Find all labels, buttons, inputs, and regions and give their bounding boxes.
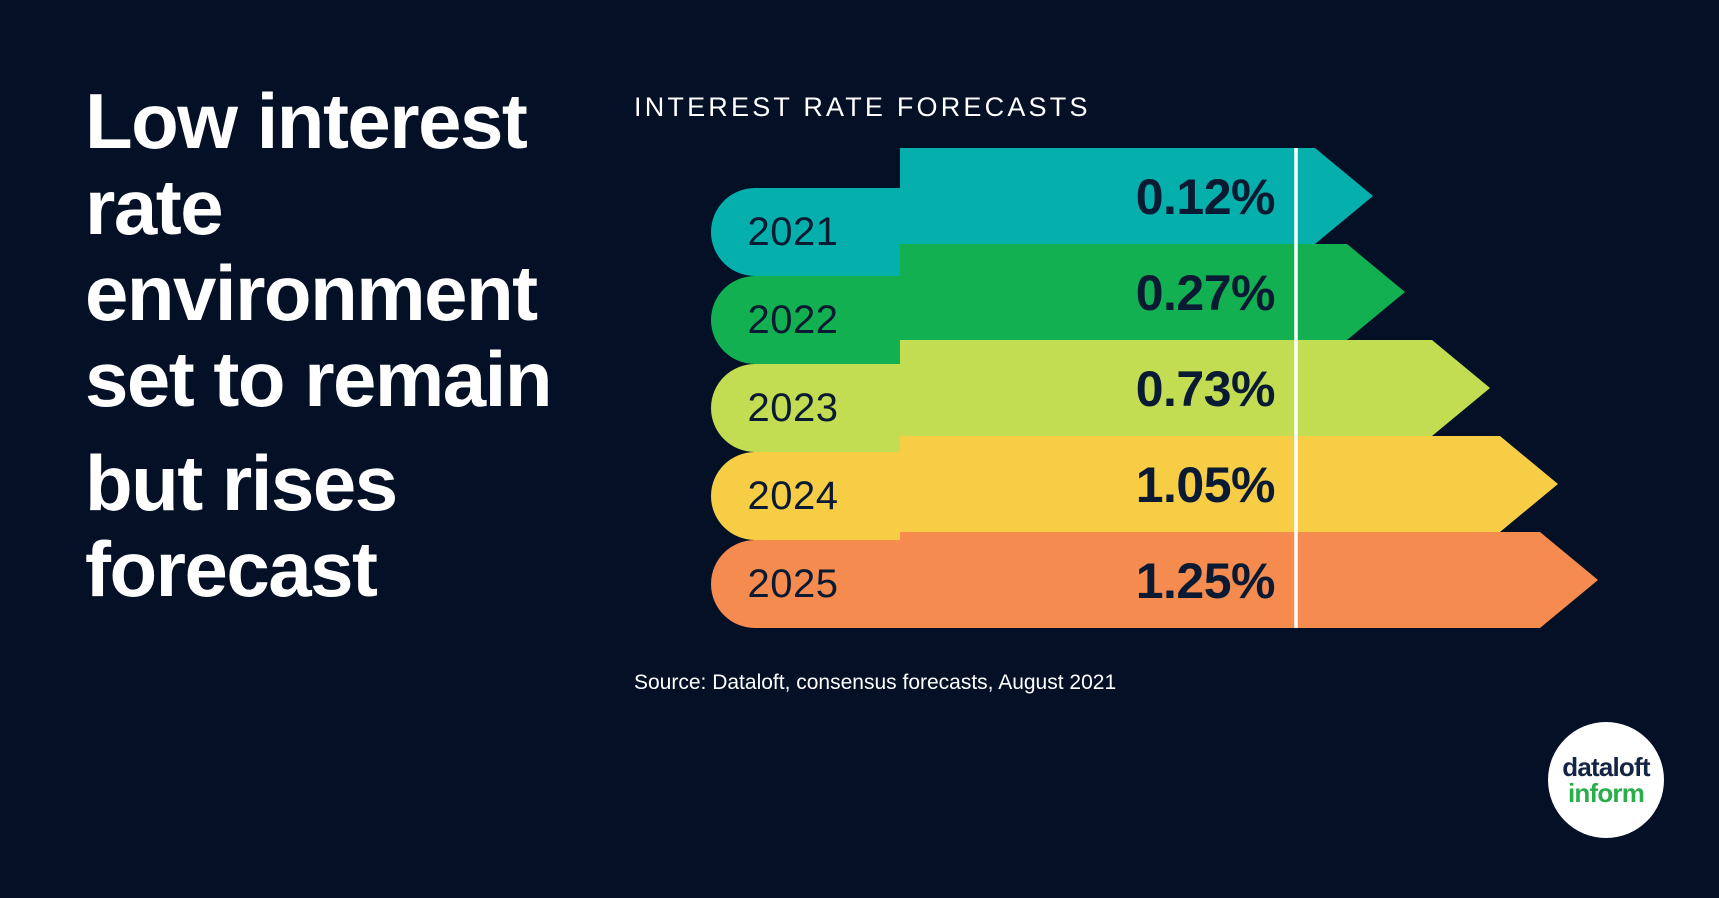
side-face-2021 <box>900 148 963 272</box>
bar-side-faces <box>900 148 963 623</box>
headline-line-2: rate <box>85 163 224 251</box>
headline-line-3: environment <box>85 249 538 337</box>
side-face-2025 <box>900 513 963 623</box>
year-label-2024: 2024 <box>747 474 839 518</box>
headline-line-5: but rises <box>85 439 398 527</box>
value-label-2023: 0.73% <box>1135 361 1276 417</box>
headline-line-1: Low interest <box>85 77 528 165</box>
value-label-2021: 0.12% <box>1135 169 1276 225</box>
value-label-2025: 1.25% <box>1135 553 1276 609</box>
headline-line-6: forecast <box>85 525 378 613</box>
value-label-2024: 1.05% <box>1135 457 1276 513</box>
logo-text-dataloft: dataloft <box>1562 751 1650 782</box>
headline-spacer <box>85 422 605 440</box>
logo-text-inform: inform <box>1567 777 1645 808</box>
source-note: Source: Dataloft, consensus forecasts, A… <box>634 671 1117 694</box>
year-label-2025: 2025 <box>747 562 839 606</box>
year-label-2023: 2023 <box>747 386 839 430</box>
side-face-2023 <box>900 331 963 447</box>
side-face-2022 <box>900 240 963 360</box>
value-label-2022: 0.27% <box>1135 265 1276 321</box>
year-label-2021: 2021 <box>747 210 839 254</box>
dataloft-inform-logo: dataloft inform <box>1548 722 1664 838</box>
chart-title: INTEREST RATE FORECASTS <box>634 92 1091 122</box>
headline-line-4: set to remain <box>85 335 552 423</box>
year-label-2022: 2022 <box>747 298 839 342</box>
page-title: Low interest rate environment set to rem… <box>85 78 605 612</box>
side-face-2024 <box>900 422 963 535</box>
